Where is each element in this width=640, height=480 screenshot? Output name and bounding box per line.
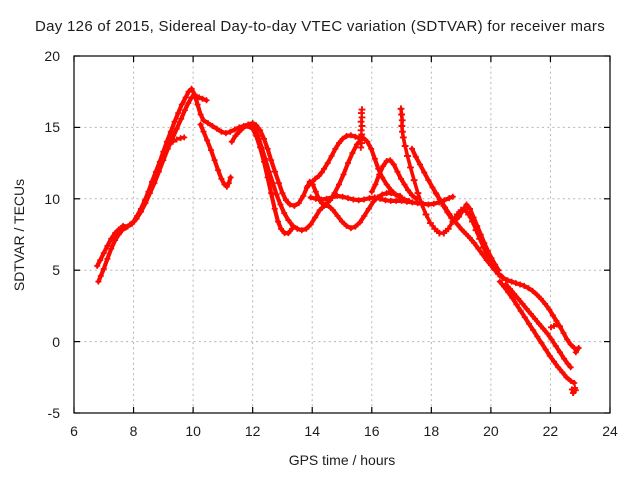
data-markers-pass-14	[432, 190, 502, 274]
x-axis-label: GPS time / hours	[288, 452, 396, 468]
y-tick-label: -5	[47, 405, 60, 421]
x-tick-label: 10	[185, 423, 201, 439]
y-tick-label: 10	[44, 190, 60, 207]
x-tick-label: 24	[602, 423, 618, 439]
data-series-pass-12	[409, 146, 581, 355]
data-markers-pass-01	[95, 85, 412, 285]
data-markers-pass-05	[228, 123, 295, 237]
data-markers-pass-04	[197, 121, 234, 190]
x-tick-label: 8	[129, 423, 138, 439]
data-markers-pass-15	[502, 281, 574, 371]
x-tick-label: 22	[542, 423, 559, 439]
x-tick-label: 6	[70, 423, 78, 439]
x-tick-label: 18	[423, 423, 440, 439]
x-tick-label: 14	[304, 423, 320, 439]
y-axis-label: SDTVAR / TECUs	[11, 178, 27, 292]
data-series-pass-02	[95, 93, 209, 268]
data-markers-pass-16	[548, 321, 563, 331]
y-tick-label: 15	[44, 119, 60, 136]
data-markers-pass-09	[368, 157, 420, 202]
y-tick-label: 20	[44, 48, 60, 64]
y-tick-label: 5	[52, 262, 60, 279]
chart-title: Day 126 of 2015, Sidereal Day-to-day VTE…	[35, 18, 605, 35]
x-tick-label: 12	[244, 423, 261, 439]
data-markers-pass-17	[568, 385, 579, 396]
y-tick-label: 0	[52, 333, 60, 350]
x-tick-label: 16	[363, 423, 380, 439]
data-markers-pass-06	[251, 124, 404, 234]
data-markers-pass-03	[166, 134, 188, 148]
data-markers-pass-13	[496, 278, 578, 386]
x-tick-label: 20	[483, 423, 499, 439]
data-markers-pass-08	[304, 132, 363, 189]
plot-border	[73, 55, 611, 414]
